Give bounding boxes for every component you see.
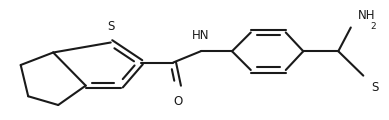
Text: O: O: [173, 95, 183, 108]
Text: S: S: [371, 81, 378, 94]
Text: NH: NH: [358, 9, 376, 22]
Text: 2: 2: [370, 22, 376, 31]
Text: HN: HN: [192, 30, 210, 42]
Text: S: S: [107, 20, 114, 33]
